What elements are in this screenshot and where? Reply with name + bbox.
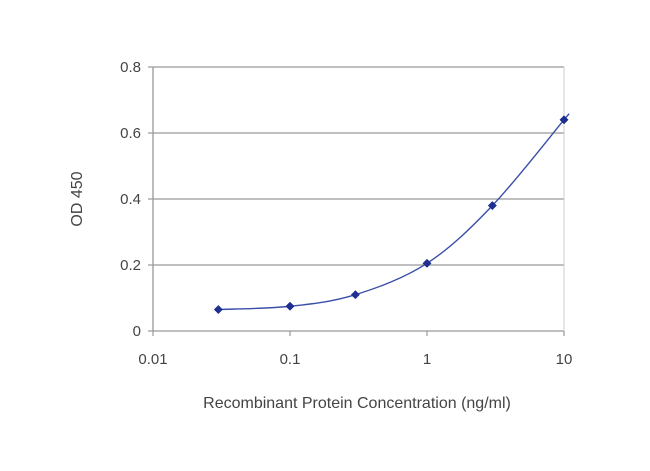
- data-point-marker: [422, 258, 432, 268]
- x-tick-label: 0.01: [138, 351, 167, 368]
- data-point-marker: [285, 301, 295, 311]
- y-tick-label: 0.2: [120, 257, 141, 274]
- axis-layer: [148, 66, 565, 336]
- y-tick-label: 0.6: [120, 125, 141, 142]
- data-point-marker: [487, 201, 497, 211]
- y-tick-label: 0.8: [120, 59, 141, 76]
- data-point-marker: [559, 115, 569, 125]
- y-tick-label: 0.4: [120, 191, 141, 208]
- y-tick-label: 0: [133, 323, 141, 340]
- x-axis-title: Recombinant Protein Concentration (ng/ml…: [203, 395, 511, 412]
- x-tick-label: 1: [423, 351, 431, 368]
- series-layer: [213, 113, 570, 315]
- x-tick-label: 0.1: [280, 351, 301, 368]
- data-point-marker: [350, 290, 360, 300]
- series-line: [218, 113, 570, 311]
- label-layer: 0 0.2 0.4 0.6 0.8 0.01 0.1 1 10: [120, 59, 572, 368]
- x-tick-label: 10: [556, 351, 573, 368]
- data-point-marker: [213, 304, 223, 315]
- y-axis-title: OD 450: [69, 171, 86, 226]
- grid-layer: [153, 66, 564, 266]
